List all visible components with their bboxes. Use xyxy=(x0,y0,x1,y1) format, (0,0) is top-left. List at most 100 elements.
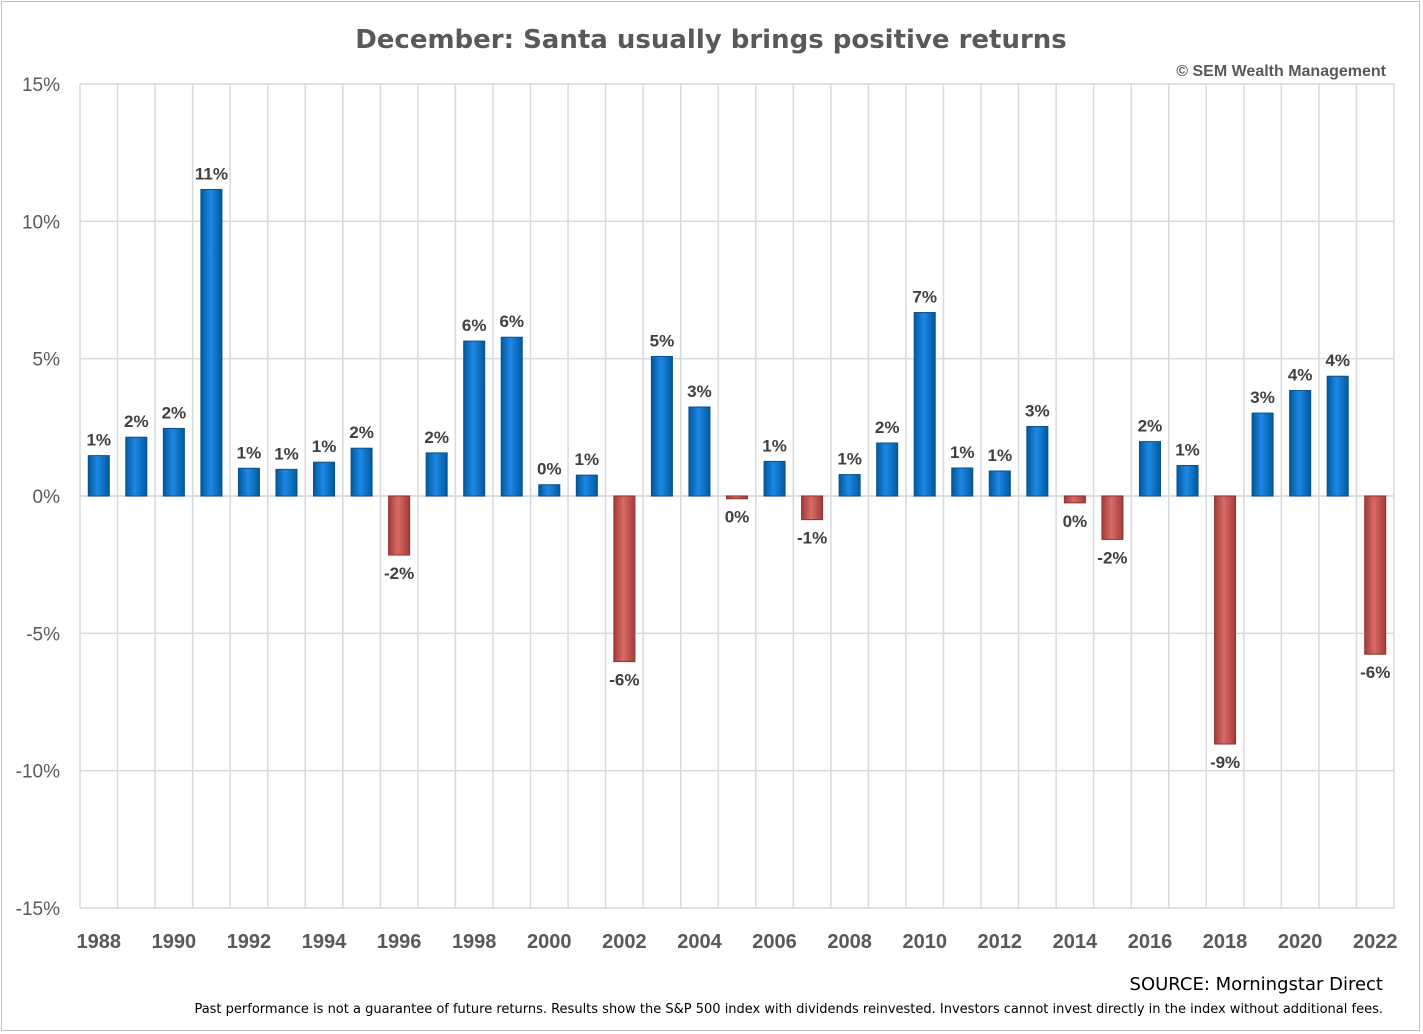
x-tick-label: 1996 xyxy=(377,931,422,953)
data-label-1999: 6% xyxy=(499,312,524,331)
data-label-1994: 1% xyxy=(312,437,337,456)
y-tick-label: 5% xyxy=(33,350,61,371)
bar-2003 xyxy=(650,355,673,497)
x-tick-label: 1988 xyxy=(77,931,122,953)
bar-1993 xyxy=(275,468,298,497)
data-label-2014: 0% xyxy=(1063,512,1088,531)
bar-1996 xyxy=(388,495,411,556)
bar-2017 xyxy=(1176,465,1199,497)
bar-2002 xyxy=(613,495,636,663)
x-tick-label: 2016 xyxy=(1128,931,1173,953)
y-tick-label: -10% xyxy=(16,762,60,783)
data-label-2020: 4% xyxy=(1288,366,1313,385)
data-label-2003: 5% xyxy=(650,331,675,350)
data-labels: 1% 2% 2% 11% 1% 1% 1% 2% -2% 2% 6% 6% 0% 1% -6% 5% 3% 0% 1… xyxy=(86,164,1390,772)
bar-2022 xyxy=(1364,495,1387,655)
y-tick-label: -15% xyxy=(16,899,60,920)
x-tick-label: 1998 xyxy=(452,931,497,953)
bar-2014 xyxy=(1063,495,1086,504)
data-label-2018: -9% xyxy=(1210,753,1240,772)
x-tick-label: 2020 xyxy=(1278,931,1323,953)
bar-1997 xyxy=(425,452,448,497)
data-label-2022: -6% xyxy=(1360,663,1390,682)
data-label-2000: 0% xyxy=(537,460,562,479)
y-tick-label: 0% xyxy=(33,487,61,508)
data-label-2002: -6% xyxy=(609,671,639,690)
bar-2019 xyxy=(1251,412,1274,497)
x-axis-ticks: 1988 1990 1992 1994 1996 1998 2000 2002 2004 2006… xyxy=(77,931,1398,953)
bar-2007 xyxy=(801,495,824,521)
x-tick-label: 2000 xyxy=(527,931,572,953)
bar-2013 xyxy=(1026,426,1049,497)
y-tick-label: -5% xyxy=(26,624,60,645)
data-label-2016: 2% xyxy=(1138,417,1163,436)
x-tick-label: 1994 xyxy=(302,931,347,953)
x-tick-label: 1990 xyxy=(152,931,197,953)
bar-2004 xyxy=(688,406,711,497)
data-label-1990: 2% xyxy=(162,403,187,422)
bar-2012 xyxy=(988,470,1011,497)
y-tick-label: 15% xyxy=(22,75,60,96)
copyright-notice: © SEM Wealth Management xyxy=(1176,63,1386,80)
data-label-2010: 7% xyxy=(912,288,937,307)
x-tick-label: 1992 xyxy=(227,931,272,953)
data-label-2005: 0% xyxy=(725,508,750,527)
bar-1990 xyxy=(162,427,185,497)
data-label-2007: -1% xyxy=(797,529,827,548)
bar-2021 xyxy=(1326,375,1349,497)
x-tick-label: 2014 xyxy=(1053,931,1098,953)
bar-1999 xyxy=(500,336,523,497)
data-label-1989: 2% xyxy=(124,412,149,431)
data-label-1993: 1% xyxy=(274,444,299,463)
bar-2016 xyxy=(1138,441,1161,497)
bar-2001 xyxy=(575,474,598,497)
data-label-2013: 3% xyxy=(1025,402,1050,421)
data-label-2021: 4% xyxy=(1325,351,1350,370)
x-tick-label: 2010 xyxy=(902,931,947,953)
bar-1992 xyxy=(237,467,260,497)
x-tick-label: 2004 xyxy=(677,931,722,953)
data-label-2006: 1% xyxy=(762,436,787,455)
data-label-2004: 3% xyxy=(687,382,712,401)
bar-2009 xyxy=(876,442,899,497)
bar-1988 xyxy=(87,455,110,497)
chart-title: December: Santa usually brings positive … xyxy=(355,25,1067,55)
bar-2000 xyxy=(538,484,561,497)
data-label-2015: -2% xyxy=(1097,548,1127,567)
x-tick-label: 2002 xyxy=(602,931,647,953)
bar-2011 xyxy=(951,467,974,497)
bars xyxy=(87,188,1387,745)
data-label-1991: 11% xyxy=(195,164,228,183)
data-label-1996: -2% xyxy=(384,564,414,583)
bar-1994 xyxy=(313,461,336,497)
data-label-2009: 2% xyxy=(875,418,900,437)
bar-2020 xyxy=(1289,390,1312,497)
data-label-2011: 1% xyxy=(950,443,975,462)
bar-2015 xyxy=(1101,495,1124,540)
source-note: SOURCE: Morningstar Direct xyxy=(1130,974,1383,995)
data-label-2001: 1% xyxy=(575,450,600,469)
data-label-2012: 1% xyxy=(988,446,1013,465)
bar-1995 xyxy=(350,447,373,497)
x-tick-label: 2006 xyxy=(752,931,797,953)
data-label-2019: 3% xyxy=(1250,388,1275,407)
data-label-2008: 1% xyxy=(837,450,862,469)
data-label-1988: 1% xyxy=(86,431,111,450)
bar-1998 xyxy=(463,340,486,497)
y-tick-label: 10% xyxy=(22,212,60,233)
y-axis-ticks: 15% 10% 5% 0% -5% -10% -15% xyxy=(16,75,60,920)
bar-2010 xyxy=(913,312,936,497)
data-label-1992: 1% xyxy=(237,443,262,462)
bar-2006 xyxy=(763,460,786,497)
bar-1991 xyxy=(200,188,223,497)
x-tick-label: 2022 xyxy=(1353,931,1398,953)
data-label-2017: 1% xyxy=(1175,441,1200,460)
disclaimer-note: Past performance is not a guarantee of f… xyxy=(194,1002,1383,1017)
data-label-1997: 2% xyxy=(424,428,449,447)
bar-1989 xyxy=(125,436,148,497)
x-tick-label: 2008 xyxy=(827,931,872,953)
x-tick-label: 2012 xyxy=(978,931,1023,953)
bar-2018 xyxy=(1214,495,1237,745)
